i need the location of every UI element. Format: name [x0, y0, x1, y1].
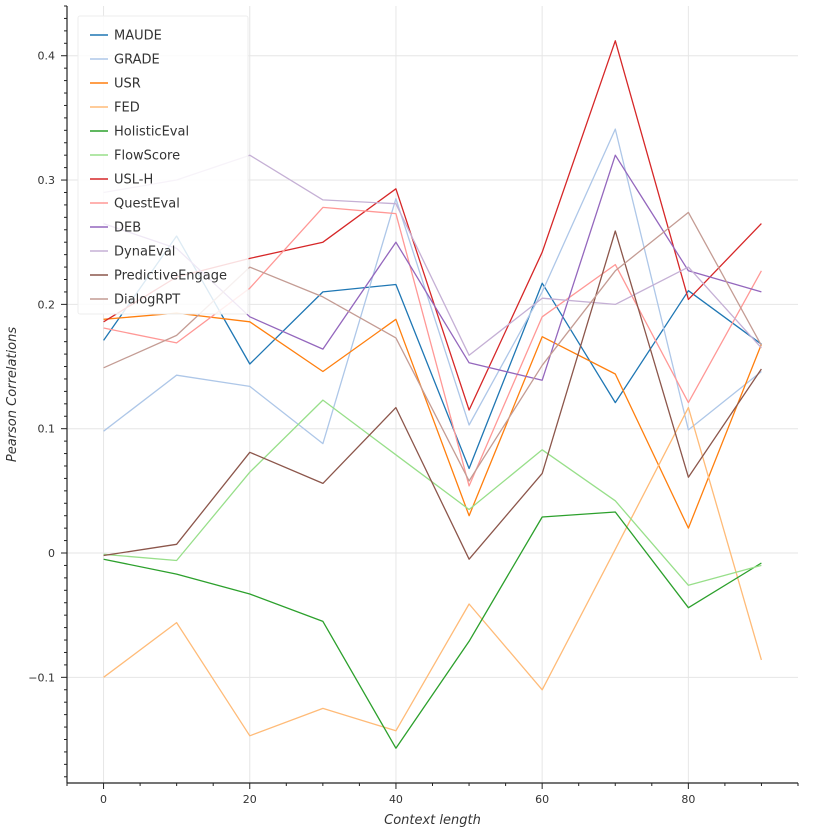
- x-tick-label: 0: [100, 793, 107, 806]
- axes: 0 20 40 60 80 −0.1 0 0.1 0.2 0.3 0.4: [28, 5, 799, 806]
- series-line-grade: [103, 128, 762, 445]
- x-tick-label: 40: [389, 793, 403, 806]
- legend-label-dynaeval: DynaEval: [114, 245, 175, 260]
- series-line-flowscore: [103, 399, 762, 586]
- x-tick-label: 80: [681, 793, 695, 806]
- series-line-predictiveengage: [103, 230, 762, 560]
- x-tick-label: 60: [535, 793, 549, 806]
- legend-label-fed: FED: [114, 101, 140, 116]
- legend-label-holisticeval: HolisticEval: [114, 125, 189, 140]
- legend-label-grade: GRADE: [114, 53, 160, 68]
- x-tick-label: 20: [243, 793, 257, 806]
- legend-label-deb: DEB: [114, 221, 141, 236]
- y-tick-label: 0.3: [38, 174, 56, 187]
- legend-label-maude: MAUDE: [114, 29, 162, 44]
- legend: MAUDE GRADE USR FED HolisticEval FlowScore USL…: [77, 15, 249, 315]
- x-axis-title: Context length: [384, 813, 481, 828]
- legend-label-dialogrpt: DialogRPT: [114, 293, 180, 308]
- y-tick-label: −0.1: [28, 671, 55, 684]
- series-line-questeval: [103, 206, 762, 487]
- y-axis-title: Pearson Correlations: [5, 327, 20, 462]
- legend-label-flowscore: FlowScore: [114, 149, 180, 164]
- legend-label-questeval: QuestEval: [114, 197, 180, 212]
- series-line-holisticeval: [103, 511, 762, 749]
- series-line-usr: [103, 312, 763, 529]
- y-tick-label: 0: [48, 547, 55, 560]
- legend-label-usr: USR: [114, 77, 141, 92]
- legend-label-usl-h: USL-H: [114, 173, 153, 188]
- legend-box: [77, 15, 249, 315]
- series-line-fed: [103, 406, 763, 737]
- legend-label-predictiveengage: PredictiveEngage: [114, 269, 227, 284]
- series-lines: [103, 40, 763, 749]
- y-tick-label: 0.4: [38, 50, 56, 63]
- y-tick-label: 0.1: [38, 423, 56, 436]
- y-tick-label: 0.2: [38, 298, 56, 311]
